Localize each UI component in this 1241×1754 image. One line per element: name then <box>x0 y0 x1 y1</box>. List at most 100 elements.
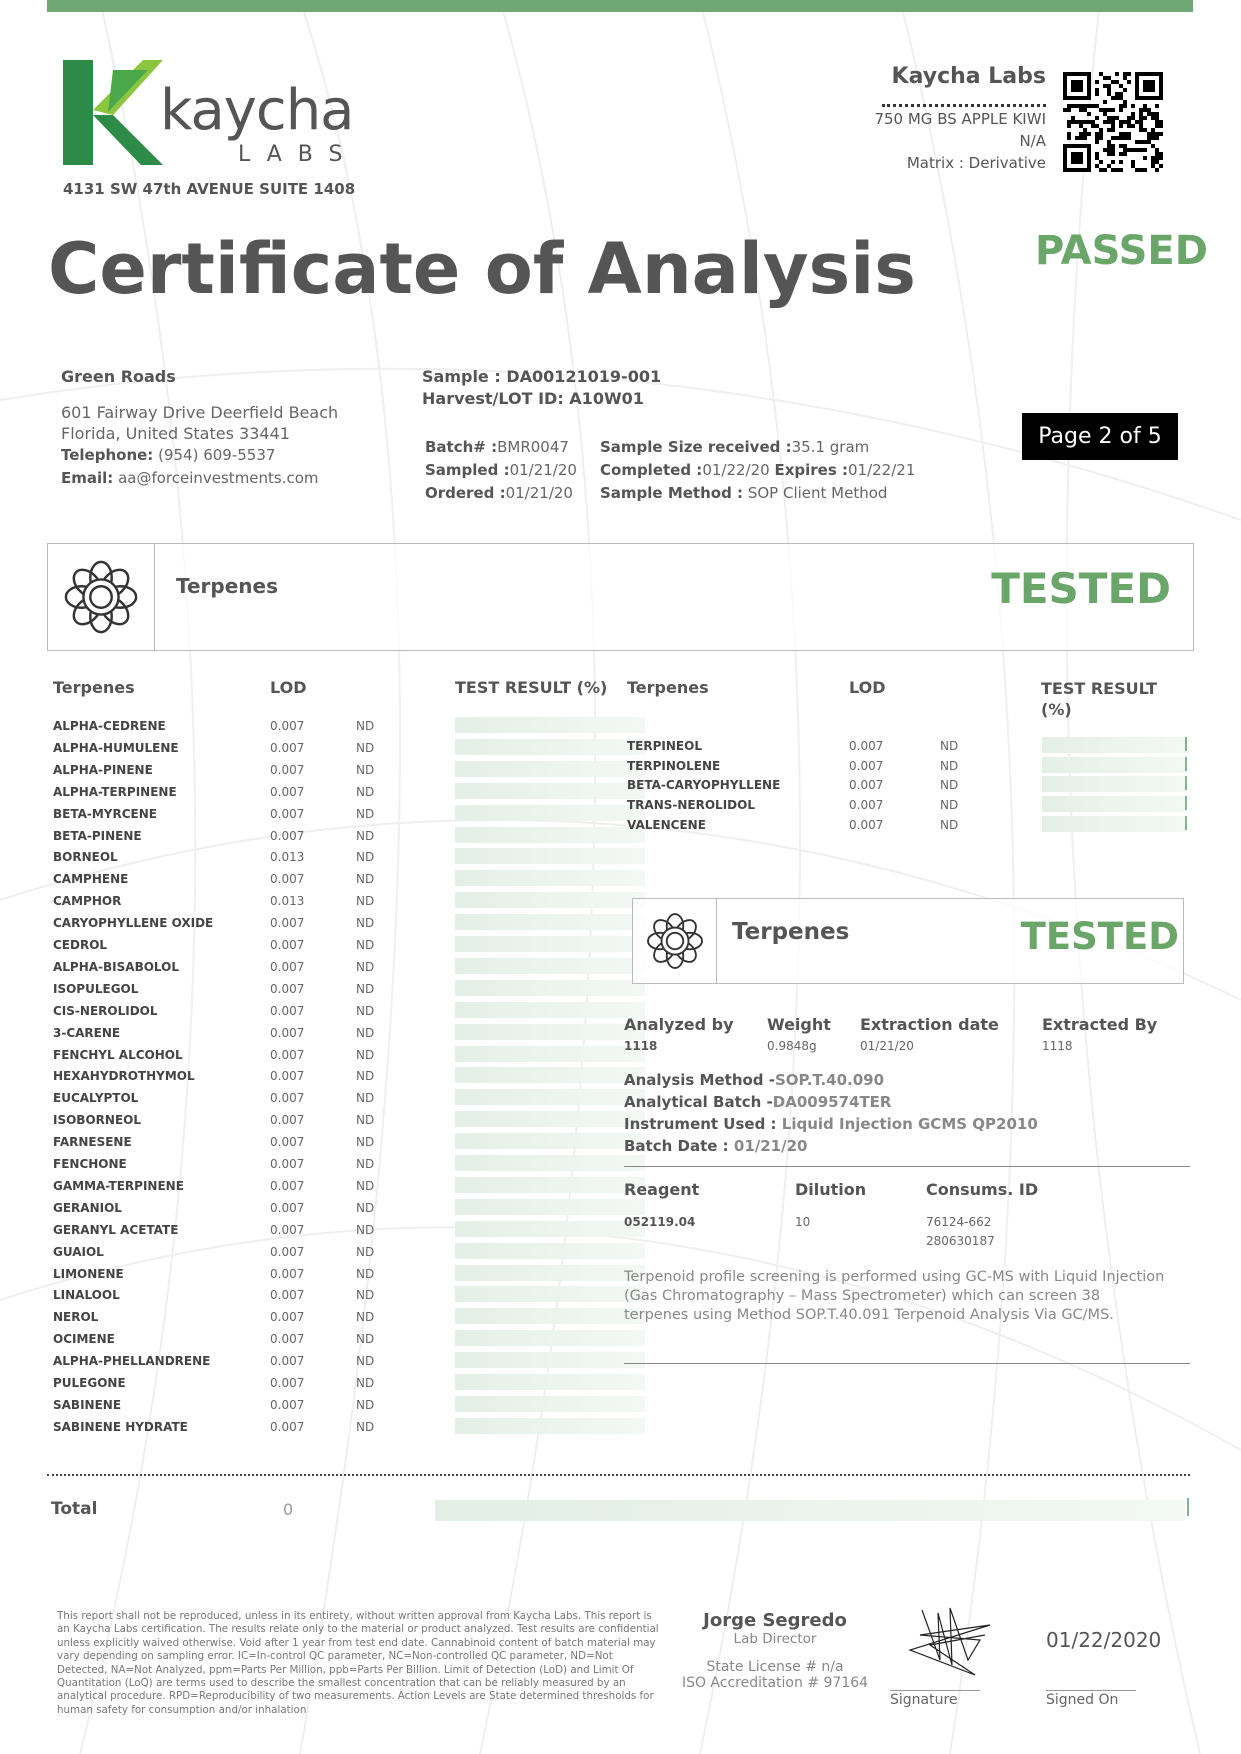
result-bar <box>455 914 645 931</box>
method-description: Terpenoid profile screening is performed… <box>624 1269 1165 1323</box>
result-value: ND <box>356 1091 375 1106</box>
lod-value: 0.007 <box>270 1200 305 1215</box>
result-value: ND <box>356 959 375 974</box>
instrument-value: Liquid Injection GCMS QP2010 <box>781 1115 1038 1133</box>
client-telephone: Telephone: (954) 609-5537 <box>61 446 275 464</box>
col-header-result: TEST RESULT (%) <box>455 678 608 697</box>
lod-value: 0.007 <box>849 817 884 832</box>
instrument-label: Instrument Used : <box>624 1115 777 1133</box>
result-value: ND <box>356 1135 375 1150</box>
result-line-2: (%) <box>1041 700 1072 719</box>
terpene-name: SABINENE HYDRATE <box>53 1419 188 1434</box>
terpene-name: BETA-PINENE <box>53 828 142 843</box>
result-bar <box>455 826 645 843</box>
result-bar <box>455 1023 645 1040</box>
table-row: BETA-PINENE 0.007 ND <box>53 826 645 849</box>
terpene-name: ALPHA-BISABOLOL <box>53 959 179 974</box>
lod-value: 0.007 <box>270 1332 305 1347</box>
table-row: TRANS-NEROLIDOL 0.007 ND <box>627 796 1197 818</box>
result-value: ND <box>356 938 375 952</box>
dotted-divider <box>882 104 1046 107</box>
table-row: ALPHA-TERPINENE 0.007 ND <box>53 782 645 805</box>
section-title: Terpenes <box>176 574 279 598</box>
result-bar <box>455 1220 645 1237</box>
page-indicator: Page 2 of 5 <box>1022 413 1178 460</box>
table-row: BETA-CARYOPHYLLENE 0.007 ND <box>627 776 1197 798</box>
result-bar <box>1042 815 1187 832</box>
result-value: ND <box>356 1397 375 1412</box>
batch-date-value: 01/21/20 <box>733 1137 808 1155</box>
terpene-name: GAMMA-TERPINENE <box>53 1178 184 1193</box>
result-bar <box>455 1133 645 1150</box>
terpene-name: ALPHA-CEDRENE <box>53 719 166 733</box>
col-header-terpenes-right: Terpenes <box>627 678 709 697</box>
batch: Batch# :BMR0047 <box>425 438 569 456</box>
result-bar <box>455 1330 645 1347</box>
sample-label: Sample : <box>422 367 501 386</box>
analysis-method: Analysis Method -SOP.T.40.090 <box>624 1071 884 1089</box>
lod-value: 0.007 <box>270 1397 305 1412</box>
total-bar <box>435 1500 1185 1521</box>
lot-value: A10W01 <box>569 389 644 408</box>
consums-label: Consums. ID <box>926 1180 1039 1199</box>
director-block: Jorge Segredo Lab Director State License… <box>680 1610 870 1691</box>
weight-value: 0.9848g <box>767 1039 817 1053</box>
result-marker <box>1185 756 1187 771</box>
lod-value: 0.007 <box>270 1157 305 1171</box>
lod-value: 0.007 <box>270 1244 305 1259</box>
sample-id: Sample : DA00121019-001 <box>422 367 661 386</box>
instrument-used: Instrument Used : Liquid Injection GCMS … <box>624 1115 1038 1133</box>
result-bar <box>455 1308 645 1325</box>
table-row: ISOPULEGOL 0.007 ND <box>53 979 645 1002</box>
result-marker <box>1185 815 1187 830</box>
lod-value: 0.007 <box>270 1376 305 1390</box>
telephone-label: Telephone: <box>61 446 154 464</box>
lod-value: 0.007 <box>270 1419 305 1434</box>
result-value: ND <box>356 894 375 909</box>
batch-date-label: Batch Date : <box>624 1137 729 1155</box>
result-bar <box>455 1155 645 1171</box>
terpene-name: ISOBORNEOL <box>53 1113 141 1128</box>
completed-label: Completed : <box>600 461 703 479</box>
result-value: ND <box>356 1419 375 1434</box>
section-header-2: Terpenes TESTED <box>632 898 1184 984</box>
total-bar-marker <box>1187 1498 1189 1516</box>
signed-on-label: Signed On <box>1046 1692 1119 1708</box>
table-row: PULEGONE 0.007 ND <box>53 1374 645 1396</box>
result-value: ND <box>356 1266 375 1281</box>
table-row: BETA-MYRCENE 0.007 ND <box>53 804 645 827</box>
result-value: ND <box>356 981 375 996</box>
extraction-date-label: Extraction date <box>860 1015 999 1034</box>
result-bar <box>455 892 645 909</box>
divider <box>624 1166 1190 1167</box>
result-value: ND <box>356 1310 375 1325</box>
matrix: Matrix : Derivative <box>906 154 1046 172</box>
terpene-name: HEXAHYDROTHYMOL <box>53 1069 195 1084</box>
result-bar <box>455 1264 645 1281</box>
flower-icon-cell <box>48 544 155 650</box>
analytical-batch-label: Analytical Batch - <box>624 1093 773 1111</box>
result-bar <box>455 957 645 974</box>
table-row: FENCHYL ALCOHOL 0.007 ND <box>53 1045 645 1068</box>
table-row: ALPHA-HUMULENE 0.007 ND <box>53 738 645 761</box>
result-value: ND <box>356 1376 375 1390</box>
total-label: Total <box>51 1499 98 1519</box>
flower-icon <box>64 560 138 634</box>
result-value: ND <box>356 1354 375 1369</box>
table-row: CEDROL 0.007 ND <box>53 936 645 958</box>
terpene-name: OCIMENE <box>53 1332 115 1347</box>
terpene-name: GERANIOL <box>53 1200 122 1215</box>
result-bar <box>455 1374 645 1390</box>
analyzed-by-label: Analyzed by <box>624 1015 734 1034</box>
lod-value: 0.007 <box>270 1069 305 1084</box>
result-value: ND <box>940 778 959 793</box>
result-bar <box>455 1417 645 1434</box>
table-row: ALPHA-PINENE 0.007 ND <box>53 760 645 783</box>
product-name: 750 MG BS APPLE KIWI <box>874 110 1046 128</box>
lod-value: 0.007 <box>270 1222 305 1237</box>
logo-wordmark: kaycha <box>160 78 354 143</box>
size-label: Sample Size received : <box>600 438 792 456</box>
lod-value: 0.007 <box>270 1288 305 1303</box>
lod-value: 0.007 <box>270 916 305 931</box>
client-address-2: Florida, United States 33441 <box>61 424 290 443</box>
